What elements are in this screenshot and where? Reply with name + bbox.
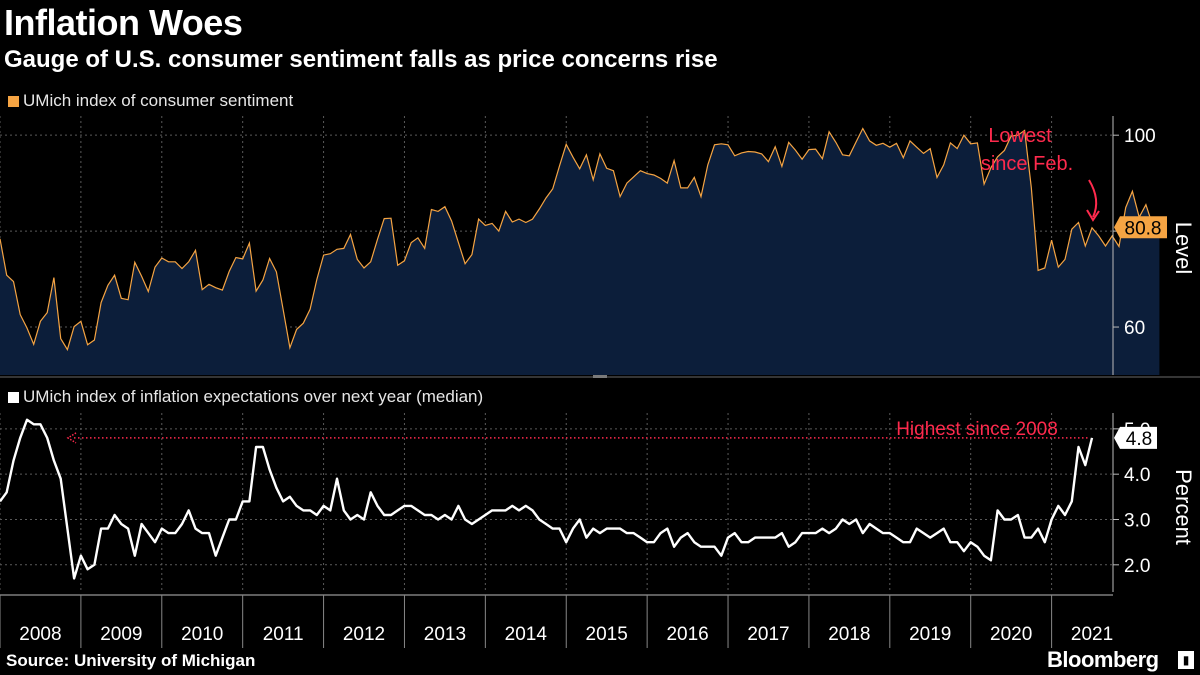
ytick-label-bottom-4.0: 4.0	[1124, 465, 1150, 486]
xtick-label-2014: 2014	[505, 624, 548, 645]
xtick-label-2010: 2010	[181, 624, 223, 645]
ytick-label-bottom-2.0: 2.0	[1124, 556, 1150, 577]
xtick-label-2019: 2019	[909, 624, 951, 645]
legend-swatch-sentiment	[8, 95, 19, 107]
terminal-icon: ▮	[1178, 651, 1194, 669]
panel-separator-grip	[593, 375, 607, 378]
ytick-label-bottom-3.0: 3.0	[1124, 510, 1150, 531]
xtick-label-2008: 2008	[19, 624, 61, 645]
legend-sentiment: UMich index of consumer sentiment	[8, 91, 293, 111]
xtick-label-2016: 2016	[666, 624, 708, 645]
ytick-label-top-60: 60	[1124, 318, 1145, 339]
axis-layer: 60801002.03.04.05.0LevelPercent200820092…	[0, 116, 1196, 648]
value-tag-sentiment-label: 80.8	[1125, 218, 1162, 239]
annotation-lowest-line2: since Feb.	[981, 153, 1073, 175]
annotation-layer: Lowest since Feb. 80.8 Highest since 2008 4.…	[66, 125, 1167, 450]
inflation-panel	[0, 418, 1094, 580]
legend-label-inflation: UMich index of inflation expectations ov…	[23, 387, 484, 406]
value-tag-inflation-label: 4.8	[1126, 429, 1152, 450]
annotation-arrow	[1088, 179, 1098, 218]
xtick-label-2012: 2012	[343, 624, 385, 645]
y-axis-title-top: Level	[1171, 222, 1196, 275]
xtick-label-2009: 2009	[100, 624, 142, 645]
y-axis-title-bottom: Percent	[1171, 469, 1196, 545]
xtick-label-2020: 2020	[990, 624, 1032, 645]
ytick-label-top-100: 100	[1124, 126, 1156, 147]
annotation-highest-arrowhead	[66, 432, 77, 444]
xtick-label-2021: 2021	[1071, 624, 1113, 645]
xtick-label-2015: 2015	[586, 624, 628, 645]
legend-swatch-inflation	[8, 391, 19, 403]
bloomberg-logo: Bloomberg	[1047, 647, 1159, 672]
sentiment-panel	[0, 127, 1160, 375]
annotation-highest-label: Highest since 2008	[896, 419, 1058, 440]
source-note: Source: University of Michigan	[6, 651, 256, 670]
chart-title: Inflation Woes	[4, 2, 243, 43]
chart-subtitle: Gauge of U.S. consumer sentiment falls a…	[4, 46, 718, 73]
annotation-arrow-head	[1086, 209, 1100, 222]
legend-label-sentiment: UMich index of consumer sentiment	[23, 91, 294, 110]
legend-inflation: UMich index of inflation expectations ov…	[8, 387, 483, 407]
xtick-label-2018: 2018	[828, 624, 870, 645]
inflation-line	[0, 418, 1094, 580]
sentiment-area	[0, 128, 1160, 375]
value-tag-inflation	[1114, 426, 1157, 449]
value-tag-sentiment	[1114, 216, 1167, 239]
sentiment-line	[0, 127, 1160, 352]
xtick-label-2017: 2017	[747, 624, 789, 645]
xtick-label-2013: 2013	[424, 624, 466, 645]
annotation-lowest-line1: Lowest	[988, 125, 1052, 147]
xtick-label-2011: 2011	[263, 624, 304, 645]
